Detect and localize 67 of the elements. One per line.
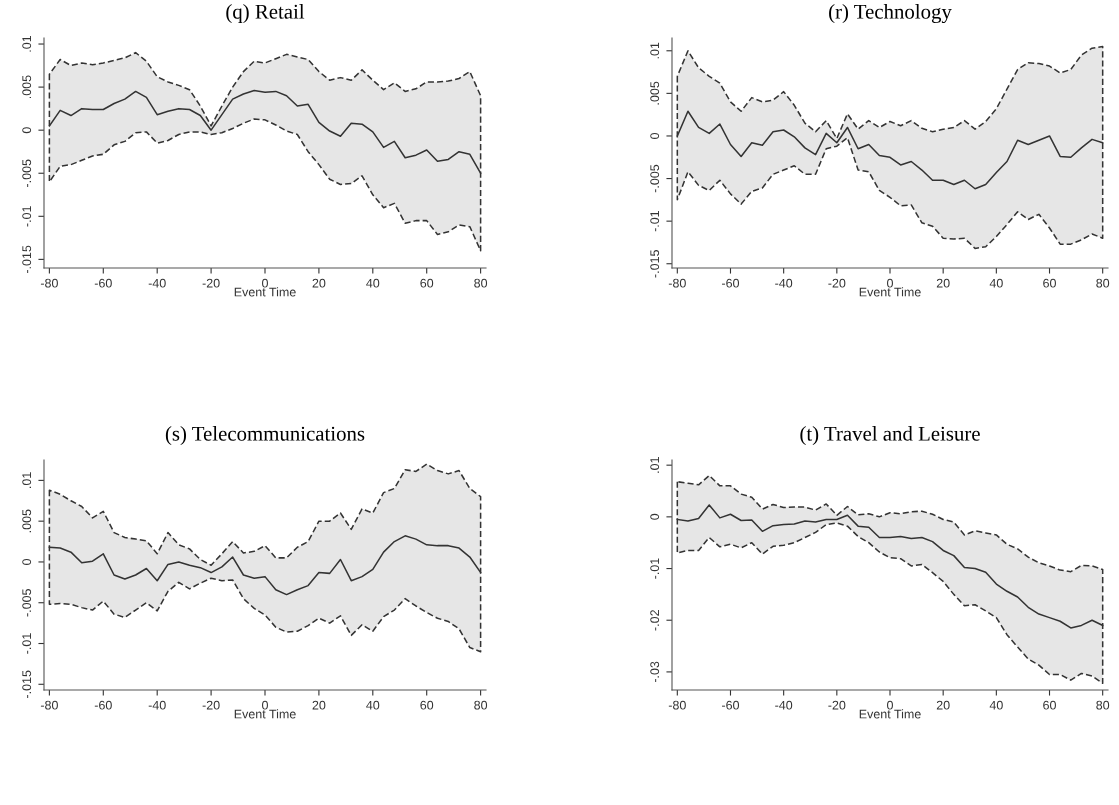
y-tick-label: -.015 [22, 670, 32, 698]
x-tick-label: -20 [828, 700, 846, 710]
x-axis-title: Event Time [234, 287, 296, 297]
x-tick-label: -60 [722, 700, 740, 710]
y-tick-label: 0 [650, 132, 660, 139]
y-tick-label: -.01 [22, 206, 32, 227]
x-tick-label: 60 [420, 278, 434, 288]
x-tick-label: 0 [262, 700, 268, 710]
y-tick-label: 0 [22, 127, 32, 134]
y-tick-label: -.015 [650, 250, 660, 278]
y-tick-label: -.005 [22, 589, 32, 617]
x-tick-label: 60 [1043, 278, 1056, 288]
x-tick-label: 0 [887, 278, 893, 288]
x-tick-label: 20 [936, 700, 950, 710]
x-axis-title: Event Time [234, 709, 296, 719]
chart-title: (r) Technology [829, 4, 952, 24]
x-axis-title: Event Time [859, 709, 921, 719]
x-tick-label: 60 [420, 700, 434, 710]
y-tick-label: .005 [22, 75, 32, 99]
y-tick-label: 0 [650, 513, 660, 520]
x-tick-label: 40 [366, 278, 380, 288]
y-tick-label: .01 [650, 457, 660, 473]
x-tick-label: -40 [775, 278, 793, 288]
x-tick-label: 40 [989, 278, 1003, 288]
y-tick-label: .005 [650, 81, 660, 105]
x-tick-label: -40 [148, 700, 166, 710]
x-tick-label: -60 [722, 278, 740, 288]
x-tick-label: -40 [775, 700, 793, 710]
x-tick-label: 0 [887, 700, 893, 710]
x-tick-label: 60 [1043, 700, 1056, 710]
y-tick-label: -.015 [22, 245, 32, 274]
y-tick-label: .005 [22, 509, 32, 533]
x-tick-label: 80 [1096, 278, 1110, 288]
y-tick-label: -.01 [650, 210, 660, 232]
x-tick-label: 20 [312, 278, 326, 288]
x-tick-label: -80 [668, 700, 686, 710]
y-tick-label: 0 [22, 558, 32, 565]
y-tick-label: -.02 [650, 610, 660, 631]
x-tick-label: -80 [40, 700, 58, 710]
y-tick-label: -.01 [650, 558, 660, 579]
x-tick-label: -20 [202, 700, 220, 710]
x-tick-label: -60 [94, 700, 112, 710]
y-tick-label: -.005 [22, 159, 32, 187]
chart-title: (s) Telecommunications [165, 426, 365, 445]
x-tick-label: 80 [474, 700, 488, 710]
y-tick-label: .01 [650, 42, 660, 59]
x-tick-label: 80 [1096, 700, 1110, 710]
x-tick-label: -80 [40, 278, 58, 288]
x-tick-label: -20 [828, 278, 846, 288]
y-tick-label: .01 [22, 35, 32, 52]
x-tick-label: 20 [312, 700, 326, 710]
x-tick-label: 40 [989, 700, 1003, 710]
x-axis-title: Event Time [859, 287, 921, 297]
y-tick-label: .01 [22, 472, 32, 488]
chart-title: (t) Travel and Leisure [800, 426, 980, 445]
x-tick-label: -60 [94, 278, 112, 288]
x-tick-label: -40 [148, 278, 166, 288]
y-tick-label: -.03 [650, 661, 660, 683]
x-tick-label: 0 [262, 278, 268, 288]
x-tick-label: -20 [202, 278, 220, 288]
x-tick-label: 40 [366, 700, 380, 710]
x-tick-label: 20 [936, 278, 950, 288]
y-tick-label: -.005 [650, 164, 660, 193]
x-tick-label: 80 [474, 278, 488, 288]
y-tick-label: -.01 [22, 633, 32, 654]
chart-title: (q) Retail [226, 4, 305, 23]
x-tick-label: -80 [668, 278, 686, 288]
